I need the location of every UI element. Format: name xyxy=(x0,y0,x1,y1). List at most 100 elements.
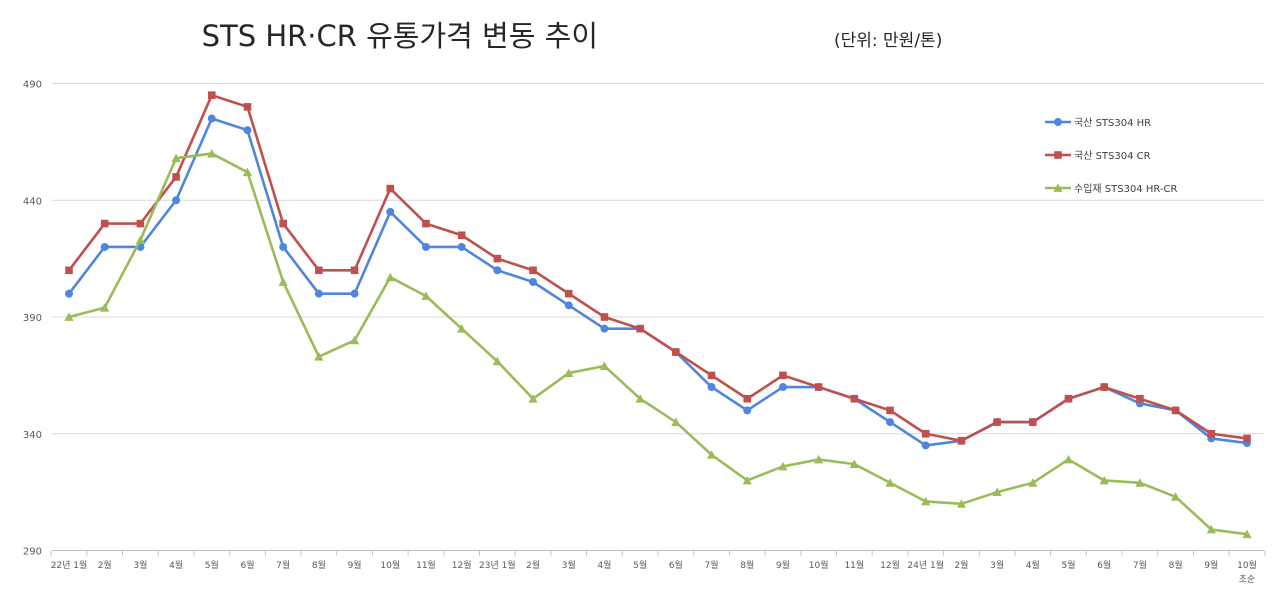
data-point xyxy=(172,196,181,205)
x-tick-label: 2월 xyxy=(98,559,112,571)
data-point xyxy=(743,394,752,403)
data-point xyxy=(921,429,930,438)
data-point xyxy=(528,394,538,403)
data-point xyxy=(1243,434,1251,443)
x-tick-label: 8월 xyxy=(312,559,326,571)
data-point xyxy=(207,148,217,158)
y-tick-label: 340 xyxy=(23,430,42,441)
series-3 xyxy=(64,148,1252,539)
y-tick-label: 490 xyxy=(23,80,42,91)
data-point xyxy=(707,383,716,392)
data-point xyxy=(779,371,787,380)
chart-title: STS HR·CR 유통가격 변동 추이 xyxy=(202,19,598,53)
data-point xyxy=(992,487,1002,497)
data-point xyxy=(1029,418,1037,426)
data-point xyxy=(279,242,288,251)
data-point xyxy=(1242,529,1252,539)
x-tick-label: 6월 xyxy=(240,559,254,571)
x-tick-label: 초순 xyxy=(1239,574,1256,585)
data-point xyxy=(886,418,895,427)
series xyxy=(64,91,1252,539)
x-tick-label: 3월 xyxy=(562,559,576,571)
x-tick-label: 24년 1월 xyxy=(907,559,944,571)
data-point xyxy=(135,235,145,244)
data-point xyxy=(850,394,859,403)
data-point xyxy=(64,312,74,321)
data-point xyxy=(635,394,645,403)
data-point xyxy=(493,266,502,275)
x-tick-label: 8월 xyxy=(1169,559,1183,571)
data-point xyxy=(742,475,752,485)
x-tick-label: 9월 xyxy=(348,559,362,571)
x-tick-label: 7월 xyxy=(276,559,290,571)
x-tick-label: 4월 xyxy=(597,559,611,571)
y-tick-label: 440 xyxy=(23,196,42,207)
y-tick-label: 290 xyxy=(23,547,42,558)
data-point xyxy=(1064,394,1073,403)
data-point xyxy=(386,207,395,216)
x-tick-label: 5월 xyxy=(1062,559,1076,571)
data-point xyxy=(1136,394,1144,403)
data-point xyxy=(65,266,73,275)
y-tick-label: 390 xyxy=(23,313,42,324)
data-point xyxy=(65,289,73,298)
legend-marker xyxy=(1054,151,1062,159)
data-point xyxy=(956,499,967,508)
data-point xyxy=(706,450,717,459)
data-point xyxy=(386,184,395,193)
data-point xyxy=(529,277,538,286)
data-point xyxy=(993,418,1001,426)
data-point xyxy=(778,461,788,471)
data-point xyxy=(457,324,467,333)
x-tick-label: 10월 xyxy=(380,559,400,571)
axes: 290 340 390 440 490 22년 1월 2월 3월 4월 5월 6월 7월 8월 9월 10월… xyxy=(23,80,1266,585)
data-point xyxy=(421,291,431,300)
x-tick-label: 9월 xyxy=(776,559,790,571)
x-tick-label: 5월 xyxy=(633,559,647,571)
data-point xyxy=(171,153,181,163)
data-point xyxy=(849,459,859,469)
data-point xyxy=(172,173,180,181)
x-tick-label: 2월 xyxy=(954,559,968,571)
x-tick-label: 4월 xyxy=(169,559,183,571)
x-tick-label: 12월 xyxy=(452,559,472,571)
data-point xyxy=(921,496,931,506)
data-point xyxy=(814,454,824,464)
data-point xyxy=(350,266,359,275)
data-point xyxy=(314,352,324,361)
data-point xyxy=(207,91,216,99)
data-point xyxy=(671,417,681,426)
chart-subtitle: (단위: 만원/톤) xyxy=(834,31,942,51)
data-point xyxy=(278,277,288,286)
data-point xyxy=(743,406,752,415)
x-tick-label: 2월 xyxy=(526,559,540,571)
title-group: STS HR·CR 유통가격 변동 추이 (단위: 만원/톤) xyxy=(202,19,943,53)
data-point xyxy=(1063,454,1074,464)
data-point xyxy=(564,289,573,298)
data-point xyxy=(636,324,644,333)
x-tick-label: 11월 xyxy=(416,559,436,571)
legend-marker xyxy=(1053,183,1063,192)
series-line xyxy=(67,93,1249,443)
legend-label: 국산 STS304 HR xyxy=(1074,117,1151,129)
x-tick-label: 7월 xyxy=(705,559,719,571)
data-point xyxy=(1100,383,1109,391)
data-point xyxy=(778,383,787,392)
data-point xyxy=(242,167,253,177)
data-point xyxy=(349,335,360,345)
x-tick-label: 6월 xyxy=(669,559,683,571)
data-point xyxy=(1028,478,1038,487)
x-tick-label: 10월 xyxy=(809,559,829,571)
x-tick-label: 11월 xyxy=(844,559,864,571)
data-point xyxy=(1099,475,1109,485)
legend-item: 국산 STS304 CR xyxy=(1045,150,1151,162)
data-point xyxy=(100,219,109,228)
legend-item: 수입재 STS304 HR-CR xyxy=(1045,182,1178,195)
data-point xyxy=(243,103,252,111)
data-point xyxy=(814,383,823,391)
series-2 xyxy=(65,91,1251,445)
x-tick-label: 12월 xyxy=(880,559,900,571)
data-point xyxy=(492,356,502,366)
